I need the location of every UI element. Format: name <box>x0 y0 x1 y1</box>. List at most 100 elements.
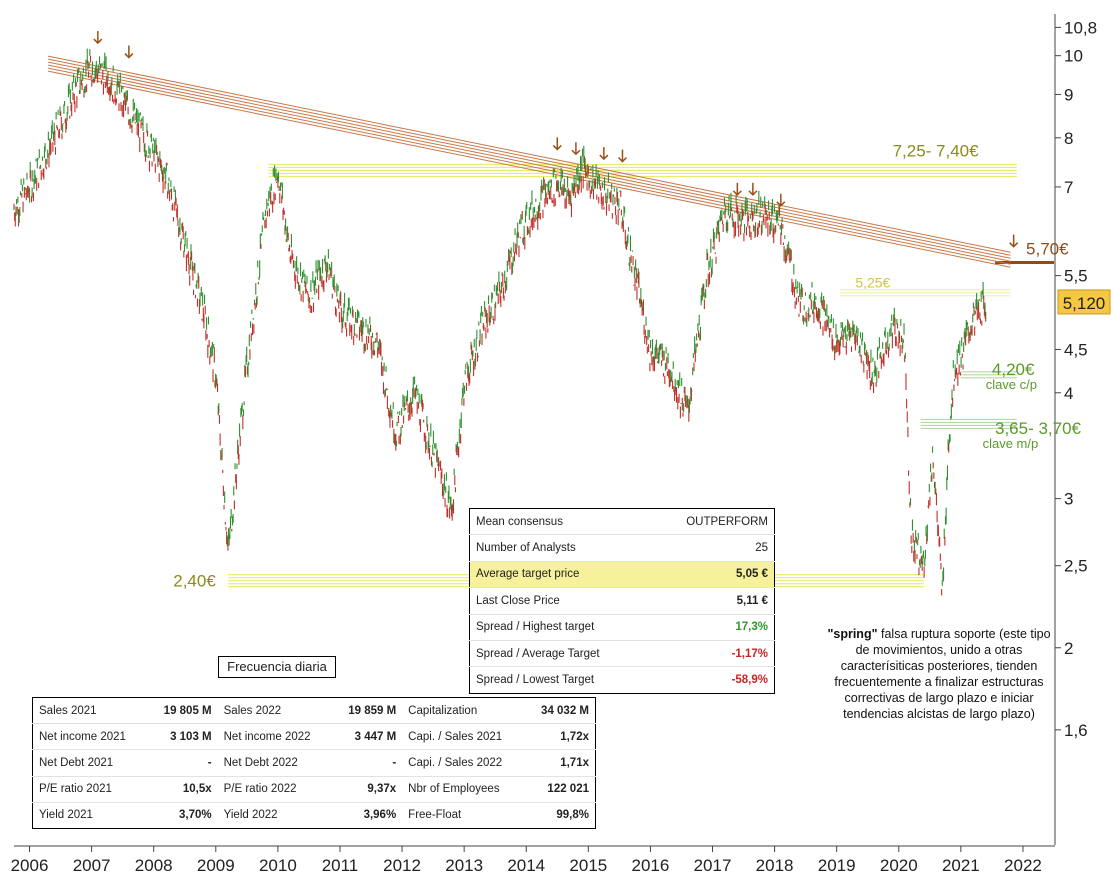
consensus-label: Spread / Lowest Target <box>476 674 595 687</box>
spring-keyword: "spring" <box>827 627 878 641</box>
x-tick-label: 2018 <box>756 856 794 875</box>
last-price-badge <box>1057 289 1111 315</box>
fundamental-value: 122 021 <box>525 776 596 803</box>
arrow-head <box>732 190 742 196</box>
consensus-label: Spread / Highest target <box>469 614 650 641</box>
x-tick-label: 2013 <box>445 856 483 875</box>
x-tick-label: 2019 <box>818 856 856 875</box>
y-tick-label: 4 <box>1064 384 1073 403</box>
fundamental-label: P/E ratio 2022 <box>217 776 333 803</box>
fundamental-label: Capi. / Sales 2021 <box>402 723 526 751</box>
x-tick-label: 2009 <box>197 856 235 875</box>
fundamental-label: Free-Float <box>408 809 462 822</box>
x-tick-label: 2017 <box>694 856 732 875</box>
x-tick-label: 2011 <box>322 856 359 875</box>
arrow-head <box>571 149 581 156</box>
fundamental-value: 19 859 M <box>332 697 403 725</box>
arrow-head <box>748 190 758 196</box>
table-row: Mean consensus OUTPERFORM <box>469 508 775 536</box>
consensus-label: Mean consensus <box>469 508 650 536</box>
support-band-3-65 <box>920 418 1017 430</box>
fundamental-label: Yield 2022 <box>223 809 278 822</box>
resistance-trendline <box>48 55 1011 268</box>
y-tick-label: 9 <box>1064 85 1073 104</box>
arrow-down-icon <box>552 137 562 151</box>
y-tick-label: 1,6 <box>1064 721 1088 740</box>
fundamental-label: Net Debt 2021 <box>32 749 148 777</box>
fundamental-label: Sales 2022 <box>217 697 333 725</box>
fundamentals-table: Sales 2021 19 805 M Sales 2022 19 859 M Capi… <box>32 697 596 829</box>
table-row-highlighted: Average target price 5,05 € <box>469 561 775 589</box>
y-tick-label: 5,5 <box>1064 267 1088 286</box>
fundamental-label: Net Debt 2022 <box>217 749 333 777</box>
y-tick-label: 8 <box>1064 129 1073 148</box>
arrow-head <box>599 154 609 161</box>
fundamental-value: - <box>148 749 218 777</box>
x-tick-label: 2015 <box>569 856 607 875</box>
table-row: Sales 2021 19 805 M Sales 2022 19 859 M Capi… <box>32 697 596 725</box>
arrow-down-icon <box>732 182 742 196</box>
consensus-value: 25 <box>649 534 775 562</box>
arrow-head <box>93 38 103 45</box>
consensus-value: OUTPERFORM <box>649 508 775 536</box>
annotation-label: clave m/p <box>983 436 1039 451</box>
fundamental-value: 3,96% <box>363 809 397 822</box>
spring-text: falsa ruptura soporte (este tipo de movi… <box>834 627 1051 721</box>
table-row: Last Close Price 5,11 € <box>469 587 775 615</box>
consensus-label: Number of Analysts <box>469 534 650 562</box>
last-price-label: 5,120 <box>1063 294 1106 313</box>
y-tick-label: 3 <box>1064 490 1073 509</box>
x-tick-label: 2012 <box>383 856 421 875</box>
annotation-label: clave c/p <box>986 377 1037 392</box>
resistance-band-7-25 <box>268 163 1017 178</box>
fundamental-label: P/E ratio 2021 <box>32 776 148 803</box>
fundamental-value: - <box>332 749 403 777</box>
y-tick-label: 10,8 <box>1064 18 1097 37</box>
table-row: Yield 2021 3,70% Yield 2022 3,96% Free-Float… <box>33 802 596 828</box>
fundamental-label: Nbr of Employees <box>402 776 526 803</box>
table-row: P/E ratio 2021 10,5x P/E ratio 2022 9,37x Nb… <box>32 776 596 803</box>
fundamental-value: 1,72x <box>525 723 596 751</box>
arrow-down-icon <box>599 147 609 161</box>
arrow-head <box>776 201 786 207</box>
x-tick-label: 2007 <box>73 856 111 875</box>
annotation-label: 5,70€ <box>1026 239 1069 258</box>
trendline-line <box>48 67 1011 265</box>
support-band-4-20 <box>960 371 1017 379</box>
y-tick-label: 2 <box>1064 639 1073 658</box>
table-row: Net Debt 2021- Net Debt 2022- Capi. / Sale… <box>32 749 596 777</box>
table-row: Net income 2021 3 103 M Net income 2022 3 4… <box>32 723 596 751</box>
fundamental-value: 34 032 M <box>525 697 596 725</box>
trendline-line <box>48 55 1011 253</box>
consensus-value: -1,17% <box>649 640 775 668</box>
arrow-head <box>617 156 628 163</box>
table-row: Number of Analysts 25 <box>469 534 775 562</box>
arrow-down-icon <box>124 45 134 59</box>
y-tick-label: 7 <box>1064 178 1073 197</box>
table-row: Spread / Average Target -1,17% <box>469 640 775 668</box>
fundamental-label: Sales 2021 <box>32 697 148 725</box>
fundamental-value: 99,8% <box>556 809 589 822</box>
fundamental-label: Capi. / Sales 2022 <box>402 749 526 777</box>
x-tick-label: 2021 <box>942 856 980 875</box>
consensus-value: 17,3% <box>649 614 775 641</box>
annotation-label: 4,20€ <box>992 360 1035 379</box>
arrow-head <box>1009 242 1019 248</box>
x-tick-label: 2006 <box>11 856 49 875</box>
frequency-label: Frecuencia diaria <box>218 656 336 678</box>
arrow-head <box>124 53 134 59</box>
y-tick-label: 4,5 <box>1064 340 1088 359</box>
fundamental-value: 3 103 M <box>148 723 218 751</box>
arrow-down-icon <box>571 142 581 156</box>
y-tick-label: 2,5 <box>1064 557 1088 576</box>
fundamental-value: 3,70% <box>179 809 212 822</box>
spring-annotation: "spring" falsa ruptura soporte (este tip… <box>826 626 1052 722</box>
arrow-down-icon <box>1009 234 1019 248</box>
fundamental-value: 10,5x <box>148 776 218 803</box>
x-tick-label: 2014 <box>507 856 545 875</box>
fundamental-label: Net income 2021 <box>32 723 148 751</box>
consensus-label: Spread / Average Target <box>469 640 650 668</box>
fundamental-label: Yield 2021 <box>39 809 93 822</box>
consensus-value: 5,11 € <box>649 587 775 615</box>
